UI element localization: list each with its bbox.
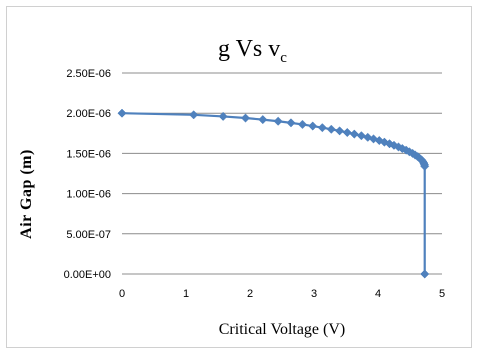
chart-title-subscript: c [280, 50, 287, 66]
x-tick-label: 4 [375, 288, 381, 300]
data-point-marker [420, 269, 430, 279]
y-tick-label: 1.00E-06 [66, 189, 111, 201]
y-tick-label: 2.00E-06 [66, 108, 111, 120]
x-tick-label: 1 [183, 288, 189, 300]
chart-frame [6, 6, 472, 348]
data-point-marker [420, 161, 430, 171]
data-point-marker [258, 115, 268, 125]
chart-title-main: g Vs v [218, 36, 280, 62]
data-point-marker [374, 135, 384, 146]
data-point-marker [335, 126, 345, 136]
data-point-marker [240, 113, 251, 123]
x-tick-label: 0 [119, 288, 125, 300]
data-point-marker [379, 137, 389, 147]
y-tick-label: 1.50E-06 [66, 148, 111, 160]
data-point-marker [349, 129, 359, 139]
data-point-marker [273, 116, 283, 126]
data-point-marker [218, 111, 228, 121]
y-tick-label: 0.00E+00 [64, 269, 111, 281]
data-point-marker [356, 131, 366, 141]
data-point-marker [286, 118, 296, 128]
chart-title: g Vs vc [218, 36, 287, 66]
data-point-marker [389, 140, 399, 150]
x-tick-label: 3 [311, 288, 317, 300]
data-point-marker [326, 124, 336, 134]
x-tick-label: 2 [247, 288, 253, 300]
data-point-marker [308, 121, 318, 131]
x-axis-label: Critical Voltage (V) [219, 321, 346, 338]
y-axis-ticks: 0.00E+00 5.00E-07 1.00E-06 1.50E-06 2.00E-06… [64, 68, 111, 281]
data-point-marker [342, 127, 352, 138]
x-axis-ticks: 0 1 2 3 4 5 [119, 288, 445, 300]
y-axis-label: Air Gap (m) [18, 149, 35, 239]
x-tick-label: 5 [439, 288, 445, 300]
data-point-marker [297, 119, 308, 130]
y-tick-label: 2.50E-06 [66, 68, 111, 80]
gridlines [122, 72, 442, 275]
data-point-marker [384, 139, 395, 149]
data-point-marker [189, 110, 199, 120]
data-point-marker [317, 123, 327, 133]
y-tick-label: 5.00E-07 [66, 229, 111, 241]
series-markers [117, 108, 430, 279]
data-point-marker [117, 108, 127, 118]
